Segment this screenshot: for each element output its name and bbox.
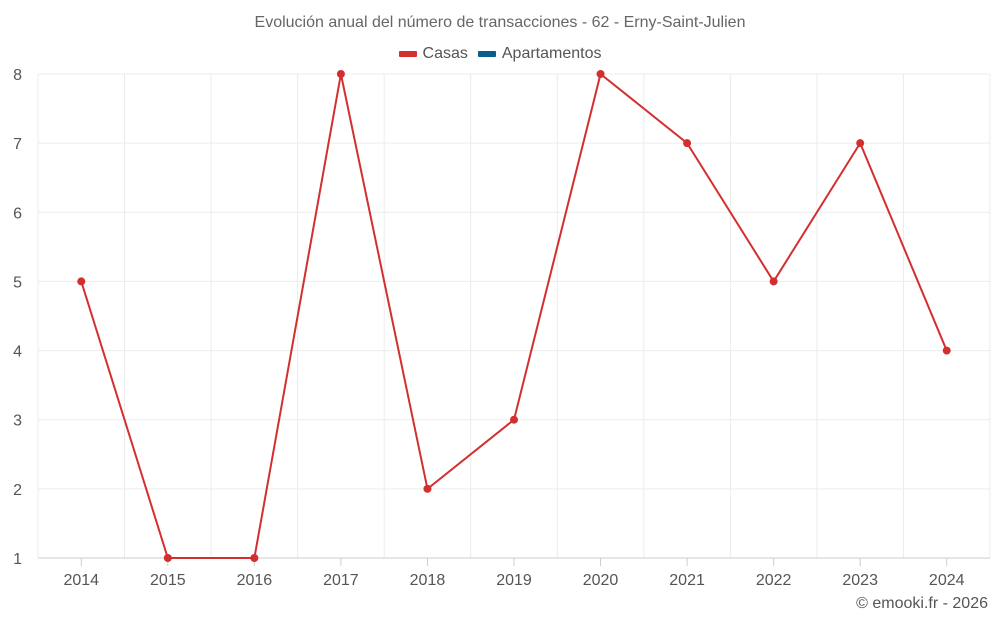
data-point bbox=[769, 277, 778, 286]
y-tick-label: 6 bbox=[13, 205, 22, 222]
data-point bbox=[250, 554, 259, 562]
data-point bbox=[163, 554, 172, 562]
legend: Casas Apartamentos bbox=[0, 45, 1000, 63]
data-point bbox=[596, 70, 605, 78]
y-tick-label: 4 bbox=[13, 344, 22, 361]
data-point bbox=[77, 277, 86, 286]
legend-label-apartamentos: Apartamentos bbox=[501, 45, 602, 62]
legend-label-casas: Casas bbox=[422, 45, 468, 62]
data-point bbox=[856, 139, 865, 148]
data-point bbox=[423, 484, 432, 493]
x-tick-label: 2024 bbox=[929, 572, 965, 589]
x-tick-label: 2018 bbox=[410, 572, 446, 589]
x-tick-label: 2020 bbox=[583, 572, 619, 589]
y-tick-label: 1 bbox=[13, 551, 22, 568]
y-tick-label: 2 bbox=[13, 482, 22, 499]
x-tick-label: 2023 bbox=[842, 572, 878, 589]
x-tick-label: 2022 bbox=[756, 572, 792, 589]
y-tick-label: 5 bbox=[13, 274, 22, 291]
y-tick-label: 8 bbox=[13, 67, 22, 84]
legend-item-apartamentos[interactable]: Apartamentos bbox=[477, 45, 602, 63]
data-point bbox=[942, 346, 951, 355]
legend-swatch-apartamentos bbox=[477, 51, 496, 57]
x-tick-label: 2017 bbox=[323, 572, 359, 589]
chart-title: Evolución anual del número de transaccio… bbox=[254, 14, 746, 31]
x-tick-label: 2015 bbox=[150, 572, 186, 589]
data-point bbox=[683, 139, 692, 148]
legend-swatch-casas bbox=[398, 51, 417, 57]
x-tick-label: 2016 bbox=[237, 572, 273, 589]
x-tick-label: 2021 bbox=[669, 572, 705, 589]
y-tick-label: 3 bbox=[13, 413, 22, 430]
y-tick-label: 7 bbox=[13, 136, 22, 153]
x-tick-label: 2014 bbox=[63, 572, 99, 589]
data-point bbox=[336, 70, 345, 78]
legend-item-casas[interactable]: Casas bbox=[398, 45, 468, 63]
credit-text: © emooki.fr - 2026 bbox=[856, 595, 988, 612]
x-tick-label: 2019 bbox=[496, 572, 532, 589]
data-point bbox=[510, 415, 518, 424]
